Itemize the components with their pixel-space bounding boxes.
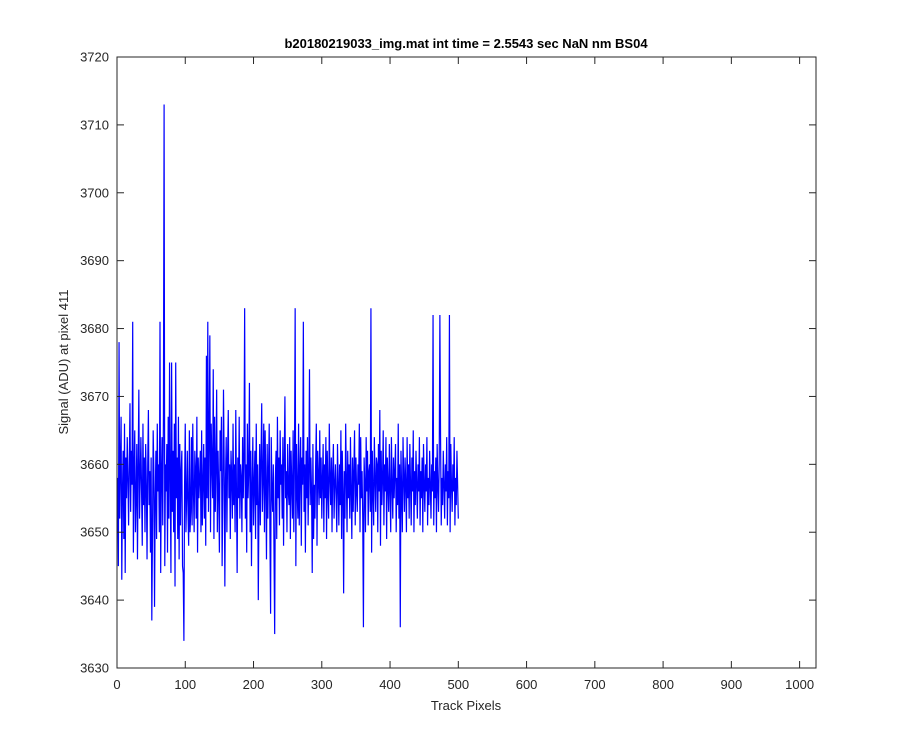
y-tick-label-3640: 3640: [80, 593, 109, 608]
x-tick-label-100: 100: [174, 677, 196, 692]
x-tick-label-800: 800: [652, 677, 674, 692]
plot-area: [117, 57, 816, 668]
axes-box: [116, 56, 817, 669]
y-tick-label-3680: 3680: [80, 321, 109, 336]
y-tick-label-3700: 3700: [80, 185, 109, 200]
y-tick-label-3670: 3670: [80, 389, 109, 404]
series-layer: [117, 104, 459, 641]
x-tick-label-700: 700: [584, 677, 606, 692]
x-tick-label-900: 900: [721, 677, 743, 692]
y-tick-label-3630: 3630: [80, 661, 109, 676]
series-line-1: [117, 104, 459, 641]
x-tick-label-1000: 1000: [785, 677, 814, 692]
chart-title: b20180219033_img.mat int time = 2.5543 s…: [284, 36, 648, 51]
y-tick-label-3710: 3710: [80, 117, 109, 132]
y-tick-label-3720: 3720: [80, 50, 109, 65]
y-tick-label-3690: 3690: [80, 253, 109, 268]
x-tick-label-200: 200: [243, 677, 265, 692]
x-tick-label-500: 500: [447, 677, 469, 692]
y-tick-label-3660: 3660: [80, 457, 109, 472]
x-tick-label-600: 600: [516, 677, 538, 692]
axes: 0 100 200 300 400 500 600 700 800 900 1000 3630 3640…: [80, 50, 817, 692]
x-tick-label-300: 300: [311, 677, 333, 692]
x-axis-label: Track Pixels: [431, 698, 502, 713]
x-tick-label-400: 400: [379, 677, 401, 692]
x-tick-label-0: 0: [113, 677, 120, 692]
y-axis-label: Signal (ADU) at pixel 411: [56, 290, 71, 435]
y-tick-label-3650: 3650: [80, 525, 109, 540]
